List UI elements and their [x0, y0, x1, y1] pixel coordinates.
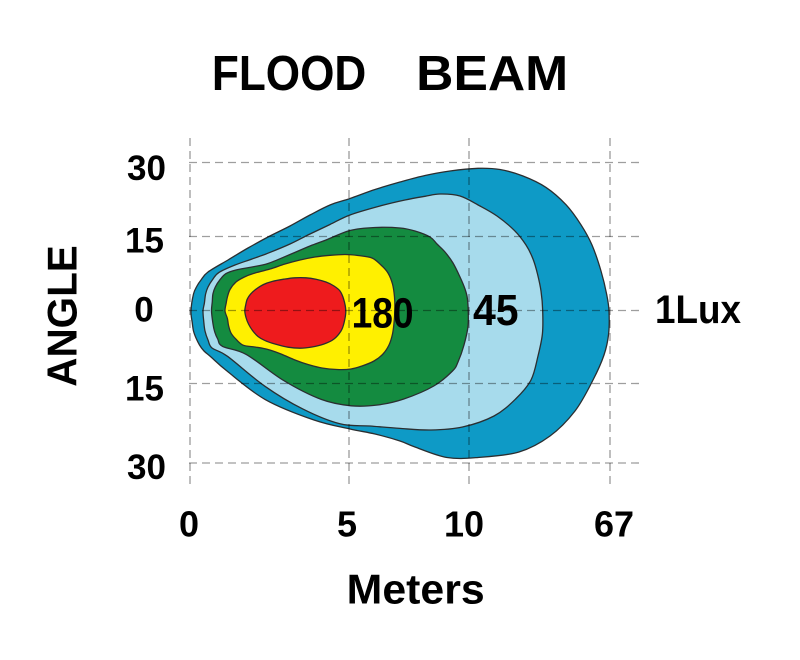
- svg-text:FLOOD: FLOOD: [212, 47, 366, 101]
- svg-text:Meters: Meters: [347, 566, 485, 613]
- svg-text:45: 45: [473, 286, 519, 335]
- svg-text:15: 15: [125, 370, 164, 409]
- svg-text:5: 5: [337, 504, 357, 545]
- svg-text:0: 0: [134, 291, 153, 330]
- svg-text:BEAM: BEAM: [416, 47, 568, 101]
- svg-text:30: 30: [127, 149, 166, 188]
- svg-text:30: 30: [127, 448, 166, 487]
- svg-text:15: 15: [125, 222, 164, 261]
- svg-text:ANGLE: ANGLE: [39, 245, 86, 387]
- svg-text:10: 10: [444, 504, 484, 545]
- svg-text:1Lux: 1Lux: [655, 288, 741, 332]
- svg-text:67: 67: [594, 504, 634, 545]
- svg-text:0: 0: [179, 504, 199, 545]
- svg-text:180: 180: [352, 289, 414, 337]
